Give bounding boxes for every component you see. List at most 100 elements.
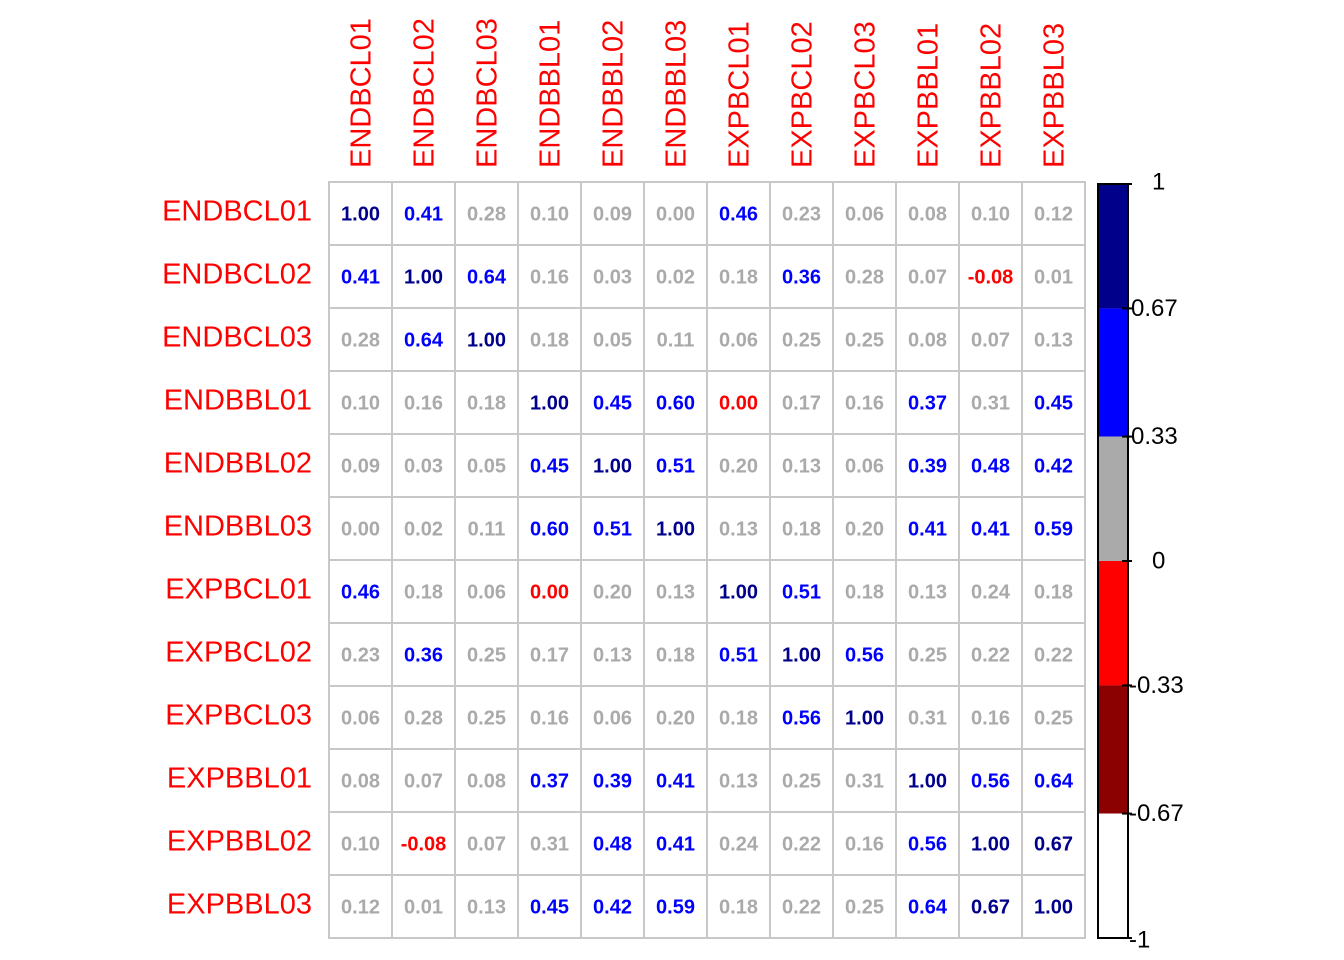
- heatmap-cell: [832, 496, 897, 561]
- heatmap-cell: [328, 811, 393, 876]
- cell-value: 0.12: [341, 897, 380, 919]
- cell-value: 0.45: [593, 393, 632, 415]
- heatmap-cell: [454, 307, 519, 372]
- cell-value: 0.18: [656, 645, 695, 667]
- heatmap-cell: [1021, 244, 1086, 309]
- column-label: ENDBCL02: [409, 18, 441, 168]
- cell-value: 0.59: [1034, 519, 1073, 541]
- cell-value: 0.10: [530, 204, 569, 226]
- colorbar-segment: [1098, 308, 1128, 437]
- cell-value: 1.00: [1034, 897, 1073, 919]
- cell-value: 0.07: [404, 771, 443, 793]
- heatmap-cell: [706, 307, 771, 372]
- cell-value: 0.11: [468, 519, 506, 541]
- colorbar-segment: [1098, 685, 1128, 814]
- cell-value: 0.06: [845, 456, 884, 478]
- heatmap-cell: [454, 685, 519, 750]
- heatmap-cell: [391, 811, 456, 876]
- heatmap-cell: [769, 433, 834, 498]
- cell-value: 0.13: [1034, 330, 1073, 352]
- colorbar-segment: [1098, 436, 1128, 561]
- heatmap-cell: [706, 496, 771, 561]
- cell-value: 0.16: [845, 393, 884, 415]
- cell-value: 0.16: [845, 834, 884, 856]
- cell-value: 0.06: [467, 582, 506, 604]
- cell-value: 0.39: [908, 456, 947, 478]
- cell-value: 0.39: [593, 771, 632, 793]
- heatmap-cell: [832, 559, 897, 624]
- cell-value: 0.51: [656, 456, 695, 478]
- row-label: ENDBCL02: [162, 259, 312, 291]
- heatmap-cell: [769, 244, 834, 309]
- heatmap-cell: [328, 622, 393, 687]
- cell-value: 0.67: [1034, 834, 1073, 856]
- column-label: EXPBBL03: [1039, 23, 1071, 168]
- cell-value: 0.18: [719, 267, 758, 289]
- cell-value: 0.08: [341, 771, 380, 793]
- heatmap-cell: [1021, 685, 1086, 750]
- heatmap-cell: [706, 874, 771, 939]
- cell-value: 0.42: [593, 897, 632, 919]
- heatmap-cell: [328, 181, 393, 246]
- cell-value: 0.18: [467, 393, 506, 415]
- heatmap-cell: [895, 181, 960, 246]
- cell-value: 0.41: [971, 519, 1010, 541]
- cell-value: 0.51: [719, 645, 758, 667]
- heatmap-cell: [706, 748, 771, 813]
- row-label: EXPBCL01: [165, 574, 312, 606]
- heatmap-cell: [895, 244, 960, 309]
- cell-value: 0.36: [782, 267, 821, 289]
- column-labels: ENDBCL01 ENDBCL02 ENDBCL03 ENDBBL01 ENDBBL02…: [346, 18, 1071, 168]
- cell-value: 0.09: [593, 204, 632, 226]
- cell-value: 0.56: [971, 771, 1010, 793]
- heatmap-cell: [832, 685, 897, 750]
- cell-value: 0.64: [404, 330, 444, 352]
- cell-value: 0.48: [593, 834, 632, 856]
- cell-value: 0.00: [719, 393, 758, 415]
- heatmap-cell: [328, 496, 393, 561]
- cell-value: 0.23: [341, 645, 380, 667]
- heatmap-cell: [454, 433, 519, 498]
- cell-value: 0.25: [782, 330, 821, 352]
- heatmap-cell: [643, 559, 708, 624]
- heatmap-cell: [391, 181, 456, 246]
- cell-value: 0.08: [908, 330, 947, 352]
- cell-value: 0.28: [845, 267, 884, 289]
- row-label: EXPBBL01: [167, 763, 312, 795]
- cell-value: 0.20: [593, 582, 632, 604]
- heatmap-cell: [706, 685, 771, 750]
- heatmap-cell: [454, 622, 519, 687]
- cell-value: 0.07: [908, 267, 947, 289]
- cell-value: 1.00: [782, 645, 821, 667]
- heatmap-cell: [1021, 622, 1086, 687]
- color-legend: 1 0.67 0.33 0 -0.33 -0.67 -1: [1097, 169, 1184, 954]
- cell-value: 0.25: [845, 330, 884, 352]
- heatmap-cell: [895, 874, 960, 939]
- heatmap-cell: [391, 433, 456, 498]
- cell-value: 0.64: [1034, 771, 1074, 793]
- cell-value: 0.28: [341, 330, 380, 352]
- cell-value: 0.00: [341, 519, 380, 541]
- heatmap-cell: [958, 244, 1023, 309]
- cell-value: 0.51: [593, 519, 632, 541]
- cell-value: 0.17: [530, 645, 569, 667]
- cell-value: 0.13: [656, 582, 695, 604]
- cell-value: 0.10: [341, 393, 380, 415]
- cell-value: 1.00: [341, 204, 380, 226]
- heatmap-cell: [1021, 559, 1086, 624]
- cell-value: 0.11: [657, 330, 695, 352]
- cell-value: 0.56: [782, 708, 821, 730]
- heatmap-cell: [517, 244, 582, 309]
- column-label: EXPBBL02: [976, 23, 1008, 168]
- cell-value: -0.08: [401, 834, 447, 856]
- cell-value: 0.02: [656, 267, 695, 289]
- column-label: ENDBBL01: [535, 20, 567, 168]
- cell-value: 0.08: [467, 771, 506, 793]
- cell-value: 0.42: [1034, 456, 1073, 478]
- colorbar-tick-label: -1: [1129, 927, 1150, 954]
- cell-value: 0.13: [719, 519, 758, 541]
- heatmap-cell: [958, 811, 1023, 876]
- row-label: EXPBBL02: [167, 826, 312, 858]
- cell-value: 0.41: [656, 771, 695, 793]
- cell-value: 0.13: [467, 897, 506, 919]
